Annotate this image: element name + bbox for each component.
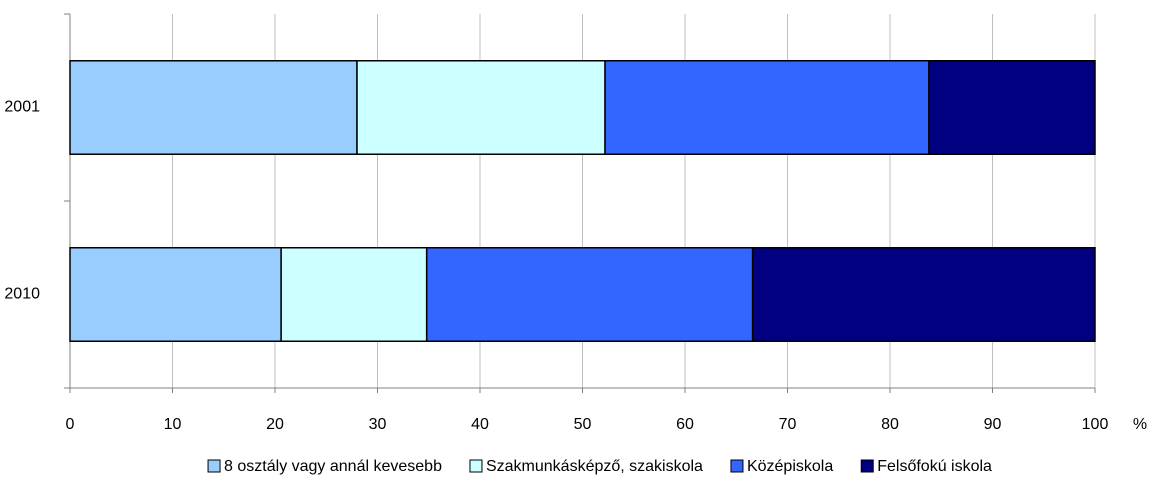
bar-segment: [425, 247, 754, 342]
legend-swatch: [860, 459, 874, 473]
x-tick-label: 90: [984, 416, 1002, 433]
x-tick-label: 60: [676, 416, 694, 433]
bar-segment: [356, 60, 606, 155]
legend-label: Szakmunkásképző, szakiskola: [486, 458, 703, 475]
x-tick-label: 30: [369, 416, 387, 433]
x-tick-label: 10: [164, 416, 182, 433]
x-tick-label: 80: [881, 416, 899, 433]
legend-label: 8 osztály vagy annál kevesebb: [224, 458, 442, 475]
bar-segment: [928, 60, 1096, 155]
x-tick-label: 50: [574, 416, 592, 433]
x-tick-label: 40: [471, 416, 489, 433]
x-tick-label: 70: [779, 416, 797, 433]
y-tick-label: 2001: [4, 99, 40, 116]
bar-segment: [604, 60, 930, 155]
x-tick-label: 0: [66, 416, 75, 433]
legend-swatch: [730, 459, 744, 473]
legend-swatch: [469, 459, 483, 473]
legend-label: Felsőfokú iskola: [877, 458, 992, 475]
x-axis-label: %: [1133, 416, 1147, 433]
bar-segment: [751, 247, 1096, 342]
x-tick-label: 20: [266, 416, 284, 433]
y-tick-label: 2010: [4, 286, 40, 303]
bar-segment: [280, 247, 428, 342]
bar-segment: [69, 247, 282, 342]
legend-label: Középiskola: [747, 458, 833, 475]
legend-swatch: [207, 459, 221, 473]
x-tick-label: 100: [1082, 416, 1109, 433]
bar-segment: [69, 60, 358, 155]
